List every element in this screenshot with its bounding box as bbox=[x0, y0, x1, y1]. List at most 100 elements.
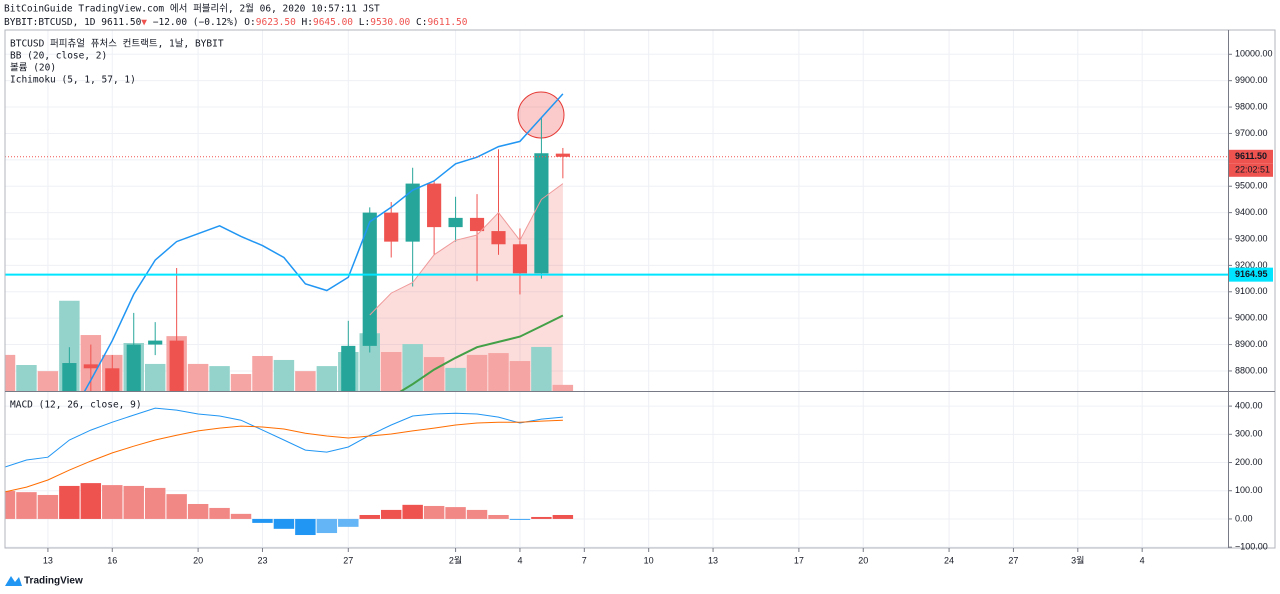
brand: TradingView bbox=[24, 576, 83, 587]
y-tick-label: 9200.00 bbox=[1235, 260, 1268, 270]
histogram-bar bbox=[509, 518, 531, 520]
x-tick-label: 24 bbox=[944, 555, 954, 565]
volume-bar bbox=[466, 354, 488, 391]
x-tick-label: 10 bbox=[644, 555, 654, 565]
y-tick-label: 9100.00 bbox=[1235, 286, 1268, 296]
y-tick-label: 9500.00 bbox=[1235, 181, 1268, 191]
histogram-bar bbox=[16, 492, 37, 519]
ohlc-label: O: bbox=[244, 17, 255, 28]
histogram-bar bbox=[59, 485, 80, 519]
x-tick-label: 17 bbox=[794, 555, 804, 565]
y-tick-label: 100.00 bbox=[1235, 485, 1263, 495]
histogram-bar bbox=[359, 514, 380, 519]
histogram-bar bbox=[402, 504, 423, 519]
volume-bar bbox=[402, 344, 423, 391]
price-pane bbox=[5, 91, 1228, 391]
ohlc-value: 9611.50 bbox=[427, 17, 467, 28]
volume-bar bbox=[359, 333, 380, 391]
candle-body bbox=[384, 212, 399, 242]
volume-bar bbox=[316, 366, 338, 391]
x-tick-label: 7 bbox=[582, 555, 587, 565]
histogram-bar bbox=[273, 518, 295, 529]
histogram-bar bbox=[123, 485, 144, 519]
volume-bar bbox=[252, 355, 273, 391]
histogram-bar bbox=[102, 485, 123, 519]
x-tick-label: 20 bbox=[193, 555, 203, 565]
macd-line bbox=[5, 419, 563, 493]
price-label-box bbox=[1229, 267, 1273, 282]
y-tick-label: 300.00 bbox=[1235, 429, 1263, 439]
y-tick-label: 200.00 bbox=[1235, 457, 1263, 467]
volume-bar bbox=[187, 363, 209, 391]
histogram-bar bbox=[187, 503, 209, 519]
countdown-box bbox=[1229, 163, 1273, 177]
legend-macd: MACD (12, 26, close, 9) bbox=[10, 400, 142, 411]
x-tick-label: 27 bbox=[1008, 555, 1018, 565]
histogram-bar bbox=[295, 518, 316, 536]
candle-body bbox=[448, 217, 463, 228]
y-tick-label: 9700.00 bbox=[1235, 128, 1268, 138]
volume-bar bbox=[273, 359, 295, 391]
histogram-bar bbox=[252, 518, 273, 523]
histogram-bar bbox=[488, 514, 509, 519]
volume-bar bbox=[144, 363, 166, 391]
volume-bar bbox=[16, 365, 37, 391]
y-tick-label: 9900.00 bbox=[1235, 75, 1268, 85]
histogram-bar bbox=[552, 514, 574, 519]
y-tick-label: 9000.00 bbox=[1235, 313, 1268, 323]
candle-body bbox=[169, 340, 184, 391]
legend-ichimoku: Ichimoku (5, 1, 57, 1) bbox=[10, 75, 136, 86]
price-label: 9164.95 bbox=[1235, 269, 1268, 279]
candle-body bbox=[405, 183, 420, 242]
candle-body bbox=[83, 364, 98, 369]
ohlc-label: H: bbox=[302, 17, 313, 28]
axes: BTCUSD 퍼피츄얼 퓨처스 컨트랙트, 1날, BYBIT BB (20, … bbox=[4, 29, 1276, 587]
volume-bar bbox=[230, 374, 252, 391]
histogram-bar bbox=[531, 516, 552, 519]
histogram-bar bbox=[445, 507, 466, 519]
volume-bar bbox=[509, 361, 531, 391]
volume-bar bbox=[209, 366, 230, 391]
candle-body bbox=[427, 183, 442, 228]
candle-body bbox=[62, 363, 77, 391]
candle-body bbox=[362, 212, 377, 346]
macd-line bbox=[5, 407, 563, 468]
candle-body bbox=[105, 368, 120, 391]
y-tick-label: 0.00 bbox=[1235, 513, 1253, 523]
logo bbox=[5, 576, 22, 586]
histogram-bar bbox=[144, 487, 166, 519]
histogram-bar bbox=[80, 483, 102, 519]
y-tick-label: 8800.00 bbox=[1235, 365, 1268, 375]
grid bbox=[5, 30, 1228, 548]
volume-bar bbox=[423, 357, 445, 391]
ohlc-label: L: bbox=[359, 17, 370, 28]
y-tick-label: 400.00 bbox=[1235, 400, 1263, 410]
frame bbox=[4, 29, 1276, 549]
change: −12.00 (−0.12%) bbox=[153, 17, 239, 28]
candle-body bbox=[469, 217, 485, 232]
y-tick-label: 9800.00 bbox=[1235, 101, 1268, 111]
x-tick-label: 4 bbox=[1140, 555, 1145, 565]
candle-body bbox=[126, 344, 141, 391]
y-tick-label: 10000.00 bbox=[1235, 49, 1273, 59]
candle-body bbox=[534, 153, 549, 274]
x-tick-label: 16 bbox=[107, 555, 117, 565]
bb-line bbox=[83, 93, 564, 391]
histogram-bar bbox=[166, 494, 187, 519]
legend-symbol: BTCUSD 퍼피츄얼 퓨처스 컨트랙트, 1날, BYBIT bbox=[10, 38, 224, 50]
ichimoku-line bbox=[399, 314, 564, 391]
ohlc-label: C: bbox=[416, 17, 427, 28]
x-tick-label: 4 bbox=[517, 555, 522, 565]
candle-body bbox=[491, 231, 506, 245]
symbol-line: BYBIT:BTCUSD, 1D 9611.50▼ −12.00 (−0.12%… bbox=[4, 17, 468, 28]
price-label-box bbox=[1229, 149, 1273, 164]
ichimoku-line bbox=[369, 183, 564, 316]
histogram-bar bbox=[423, 505, 445, 519]
legend-bb: BB (20, close, 2) bbox=[10, 51, 107, 62]
x-tick-label: 3월 bbox=[1071, 554, 1084, 565]
volume-bar bbox=[380, 352, 402, 391]
x-tick-label: 2월 bbox=[449, 554, 462, 565]
y-tick-label: −100.00 bbox=[1235, 542, 1268, 552]
x-tick-label: 13 bbox=[43, 555, 53, 565]
